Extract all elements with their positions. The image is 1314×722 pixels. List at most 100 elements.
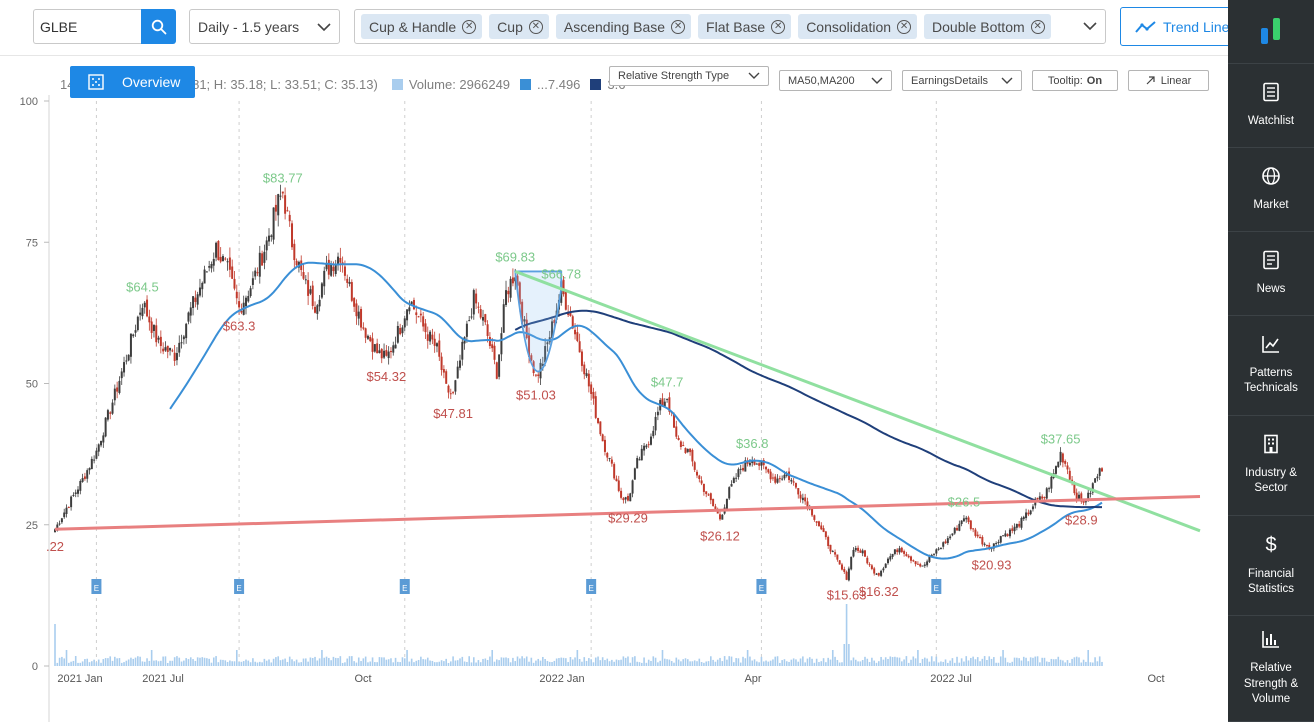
volume-bar xyxy=(1006,662,1009,666)
low-price-label: $15.63 xyxy=(827,588,867,603)
candle-body xyxy=(728,487,731,499)
sidebar-item-patterns-technicals[interactable]: Patterns Technicals xyxy=(1228,316,1314,416)
symbol-input[interactable] xyxy=(33,9,141,44)
remove-chip-icon[interactable]: ✕ xyxy=(1030,19,1045,34)
candle-body xyxy=(116,387,119,392)
remove-chip-icon[interactable]: ✕ xyxy=(897,19,912,34)
ohlc-readout: E: (O: 33.81; H: 35.18; L: 33.51; C: 35.… xyxy=(136,76,378,92)
candle-body xyxy=(164,347,167,351)
volume-bar xyxy=(102,659,105,666)
volume-bar xyxy=(316,660,319,666)
sidebar-item-financial-statistics[interactable]: $ Financial Statistics xyxy=(1228,516,1314,616)
candle-body xyxy=(309,289,312,294)
candle-body xyxy=(357,311,360,319)
price-chart[interactable]: 0 25 50 75 100 $64.5 $83.77 $69.83 $66.78 $47.7 $3… xyxy=(0,56,1228,722)
volume-bar xyxy=(88,662,91,666)
volume-bar xyxy=(551,662,553,666)
candle-body xyxy=(468,320,471,322)
volume-bar xyxy=(914,658,917,666)
volume-bar xyxy=(537,658,540,666)
pattern-chip[interactable]: Consolidation ✕ xyxy=(798,14,918,39)
remove-chip-icon[interactable]: ✕ xyxy=(462,19,477,34)
volume-bar xyxy=(700,662,703,666)
candle-body xyxy=(551,321,554,339)
volume-bar xyxy=(1041,657,1043,666)
pattern-multiselect[interactable]: Cup & Handle ✕ Cup ✕ Ascending Base ✕ Flat Bas… xyxy=(354,9,1106,44)
sidebar-item-watchlist[interactable]: Watchlist xyxy=(1228,64,1314,148)
pattern-chip[interactable]: Cup & Handle ✕ xyxy=(361,14,483,39)
volume-bar xyxy=(245,659,247,666)
volume-bar xyxy=(530,657,533,666)
volume-bar xyxy=(737,658,740,666)
volume-bar xyxy=(790,659,793,666)
volume-bar xyxy=(928,661,931,666)
candle-body xyxy=(880,570,883,576)
candle-body xyxy=(350,282,353,301)
rs-type-select[interactable]: Relative Strength Type xyxy=(609,66,769,86)
candle-body xyxy=(698,475,701,480)
candle-body xyxy=(472,290,475,315)
candle-body xyxy=(737,469,740,478)
sidebar-item-industry-sector[interactable]: Industry & Sector xyxy=(1228,416,1314,516)
volume-bar xyxy=(647,659,650,666)
volume-bar xyxy=(1078,657,1080,666)
volume-bar xyxy=(666,659,668,666)
volume-bar xyxy=(657,662,659,666)
chart-canvas[interactable]: 0 25 50 75 100 $64.5 $83.77 $69.83 $66.78 $47.7 $3… xyxy=(0,56,1228,722)
candle-body xyxy=(857,547,860,551)
volume-bar xyxy=(1039,662,1041,666)
volume-bar xyxy=(364,656,367,666)
earnings-select[interactable]: EarningsDetails xyxy=(902,70,1022,91)
volume-bar xyxy=(896,657,899,666)
dollar-icon: $ xyxy=(1263,533,1279,561)
volume-bar xyxy=(502,657,505,666)
candle-body xyxy=(401,327,404,334)
period-select[interactable]: Daily - 1.5 years xyxy=(189,9,340,44)
candle-body xyxy=(926,561,929,566)
pattern-chip[interactable]: Ascending Base ✕ xyxy=(555,14,692,39)
volume-bar xyxy=(307,661,309,666)
scale-toggle[interactable]: Linear xyxy=(1128,70,1209,91)
overview-button[interactable]: Overview xyxy=(70,66,195,98)
sidebar-item-relative-strength-volume[interactable]: Relative Strength & Volume xyxy=(1228,616,1314,722)
pattern-chip[interactable]: Double Bottom ✕ xyxy=(924,14,1051,39)
candle-body xyxy=(465,323,468,337)
pattern-chip[interactable]: Flat Base ✕ xyxy=(698,14,792,39)
candle-body xyxy=(935,549,938,554)
search-button[interactable] xyxy=(141,9,176,44)
volume-bar xyxy=(406,650,408,666)
volume-bar xyxy=(282,659,284,666)
candle-body xyxy=(81,478,84,482)
candle-body xyxy=(175,353,178,361)
volume-bar xyxy=(272,658,275,666)
volume-bar xyxy=(385,659,388,666)
tooltip-toggle[interactable]: Tooltip: On xyxy=(1032,70,1118,91)
volume-bar xyxy=(673,662,675,666)
candle-body xyxy=(1066,465,1069,470)
candle-body xyxy=(562,279,565,295)
candle-body xyxy=(327,259,330,275)
sidebar-item-news[interactable]: News xyxy=(1228,232,1314,316)
volume-bar xyxy=(640,662,643,666)
remove-chip-icon[interactable]: ✕ xyxy=(771,19,786,34)
candle-body xyxy=(1091,483,1094,493)
candle-body xyxy=(389,350,392,353)
candle-body xyxy=(884,563,887,568)
sidebar-item-market[interactable]: Market xyxy=(1228,148,1314,232)
volume-bar xyxy=(581,661,583,666)
remove-chip-icon[interactable]: ✕ xyxy=(528,19,543,34)
chevron-down-icon[interactable] xyxy=(1083,19,1097,34)
ma-select[interactable]: MA50,MA200 xyxy=(779,70,892,91)
candle-body xyxy=(268,235,271,242)
candle-body xyxy=(148,316,151,323)
pattern-chip[interactable]: Cup ✕ xyxy=(489,14,549,39)
candle-body xyxy=(937,548,940,550)
volume-bar xyxy=(972,656,974,666)
volume-bar xyxy=(1011,661,1014,666)
volume-bar xyxy=(111,660,114,666)
volume-bar xyxy=(953,662,956,666)
candle-body xyxy=(1059,451,1062,463)
remove-chip-icon[interactable]: ✕ xyxy=(671,19,686,34)
volume-bar xyxy=(422,659,424,666)
candle-body xyxy=(279,195,282,197)
